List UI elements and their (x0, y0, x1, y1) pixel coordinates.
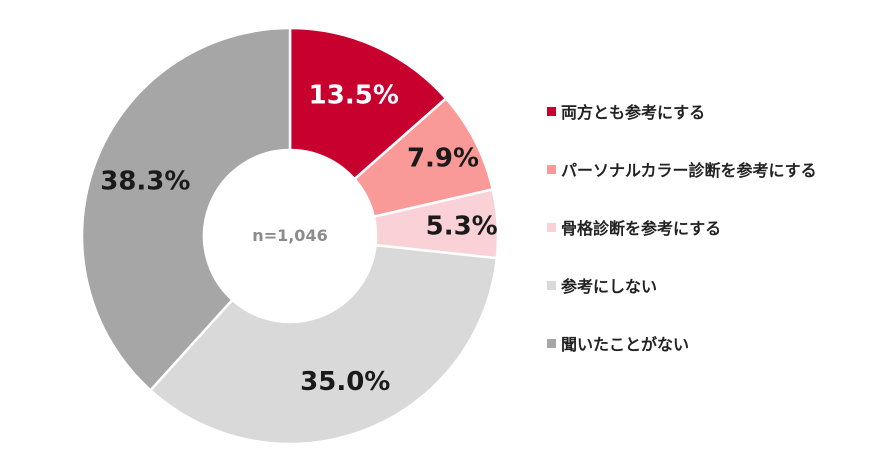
legend-swatch-2 (547, 165, 556, 174)
donut-slice-4 (148, 243, 499, 446)
donut-slice-5 (80, 26, 292, 393)
data-label-3: 5.3% (426, 212, 498, 242)
data-label-2: 7.9% (407, 143, 479, 173)
chart-value-labels: 13.5% 7.9% 5.3% 35.0% 38.3% (100, 81, 497, 397)
data-label-4: 35.0% (300, 367, 390, 397)
legend-label-3: 骨格診断を参考にする (561, 219, 721, 238)
data-label-1: 13.5% (309, 81, 399, 111)
legend-swatch-1 (547, 107, 556, 116)
legend-swatch-4 (547, 281, 556, 290)
legend-swatch-5 (547, 339, 556, 348)
chart-slices (80, 26, 500, 446)
legend-label-1: 両方とも参考にする (561, 103, 705, 122)
legend-label-4: 参考にしない (561, 277, 657, 296)
sample-size-label: n=1,046 (252, 226, 327, 245)
data-label-5: 38.3% (100, 166, 190, 196)
donut-slice-1 (288, 26, 448, 181)
legend-label-2: パーソナルカラー診断を参考にする (561, 161, 817, 180)
chart-legend: 両方とも参考にするパーソナルカラー診断を参考にする骨格診断を参考にする参考にしな… (547, 103, 817, 354)
legend-swatch-3 (547, 223, 556, 232)
legend-label-5: 聞いたことがない (561, 335, 689, 354)
